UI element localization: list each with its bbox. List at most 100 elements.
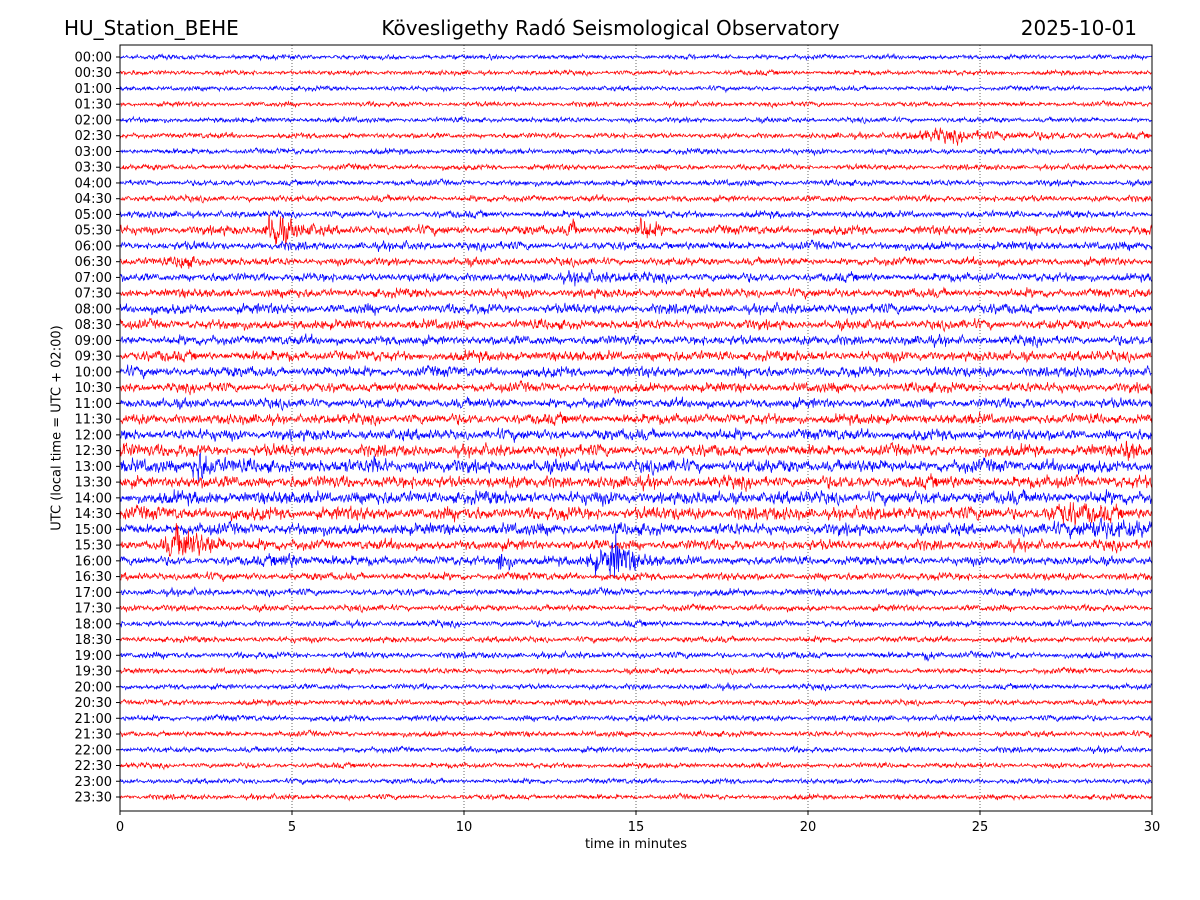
trace-2100 bbox=[119, 713, 1153, 723]
y-tick-label: 19:30 bbox=[75, 665, 112, 680]
y-tick-label: 05:00 bbox=[75, 208, 112, 223]
trace-1130 bbox=[119, 411, 1153, 427]
y-tick-label: 14:30 bbox=[75, 507, 112, 522]
trace-0430 bbox=[119, 193, 1153, 204]
y-tick-label: 21:00 bbox=[75, 712, 112, 727]
trace-1830 bbox=[119, 635, 1153, 645]
trace-1800 bbox=[119, 618, 1153, 629]
trace-0600 bbox=[119, 239, 1153, 253]
y-tick-label: 09:30 bbox=[75, 350, 112, 365]
trace-1330 bbox=[119, 473, 1153, 492]
y-tick-label: 14:00 bbox=[75, 491, 112, 506]
trace-1030 bbox=[119, 379, 1153, 396]
plot-frame bbox=[119, 44, 1153, 812]
x-axis-label: time in minutes bbox=[584, 837, 688, 852]
y-tick-label: 07:00 bbox=[75, 271, 112, 286]
y-axis-label: UTC (local time = UTC + 02:00) bbox=[49, 325, 65, 531]
y-tick-label: 09:00 bbox=[75, 334, 112, 349]
x-tick-label: 25 bbox=[972, 820, 989, 835]
trace-2130 bbox=[119, 729, 1153, 739]
y-tick-label: 00:00 bbox=[75, 51, 112, 66]
x-tick-label: 5 bbox=[288, 820, 296, 835]
trace-1530 bbox=[119, 522, 1153, 557]
y-tick-label: 16:00 bbox=[75, 554, 112, 569]
trace-1100 bbox=[119, 396, 1153, 412]
trace-1630 bbox=[119, 570, 1153, 583]
trace-1200 bbox=[119, 427, 1153, 443]
x-tick-label: 0 bbox=[116, 820, 124, 835]
y-tick-label: 18:30 bbox=[75, 633, 112, 648]
trace-0930 bbox=[119, 349, 1153, 364]
y-tick-label: 22:00 bbox=[75, 743, 112, 758]
y-tick-label: 16:30 bbox=[75, 570, 112, 585]
y-tick-label: 01:00 bbox=[75, 82, 112, 97]
trace-0100 bbox=[119, 84, 1152, 94]
trace-2200 bbox=[119, 744, 1153, 755]
trace-2330 bbox=[119, 792, 1153, 802]
y-tick-label: 12:30 bbox=[75, 444, 112, 459]
y-tick-label: 06:30 bbox=[75, 255, 112, 270]
trace-1600 bbox=[119, 531, 1153, 579]
y-tick-label: 18:00 bbox=[75, 617, 112, 632]
trace-2300 bbox=[119, 777, 1153, 786]
trace-0730 bbox=[119, 286, 1153, 301]
trace-2030 bbox=[119, 698, 1153, 708]
trace-1700 bbox=[119, 586, 1153, 598]
trace-0300 bbox=[119, 147, 1153, 157]
x-tick-label: 30 bbox=[1144, 820, 1161, 835]
chart-title: Kövesligethy Radó Seismological Observat… bbox=[381, 16, 840, 40]
y-tick-label: 17:30 bbox=[75, 602, 112, 617]
y-tick-label: 12:00 bbox=[75, 428, 112, 443]
y-tick-label: 19:00 bbox=[75, 649, 112, 664]
y-tick-label: 11:30 bbox=[75, 413, 112, 428]
y-tick-label: 20:30 bbox=[75, 696, 112, 711]
y-tick-label: 17:00 bbox=[75, 586, 112, 601]
trace-0800 bbox=[119, 301, 1153, 316]
trace-2000 bbox=[119, 681, 1153, 692]
trace-1730 bbox=[119, 603, 1153, 614]
trace-0400 bbox=[119, 177, 1153, 188]
y-tick-label: 15:30 bbox=[75, 539, 112, 554]
y-tick-label: 22:30 bbox=[75, 759, 112, 774]
y-tick-label: 04:00 bbox=[75, 176, 112, 191]
x-tick-label: 20 bbox=[800, 820, 817, 835]
trace-1930 bbox=[119, 666, 1153, 676]
y-tick-label: 03:00 bbox=[75, 145, 112, 160]
y-tick-label: 23:00 bbox=[75, 775, 112, 790]
y-tick-label: 15:00 bbox=[75, 523, 112, 538]
trace-0130 bbox=[119, 99, 1152, 109]
y-tick-label: 10:00 bbox=[75, 365, 112, 380]
y-tick-label: 13:00 bbox=[75, 460, 112, 475]
y-tick-label: 13:30 bbox=[75, 476, 112, 491]
y-tick-label: 04:30 bbox=[75, 192, 112, 207]
y-tick-label: 20:00 bbox=[75, 680, 112, 695]
y-tick-label: 11:00 bbox=[75, 397, 112, 412]
y-tick-label: 21:30 bbox=[75, 728, 112, 743]
trace-2230 bbox=[119, 761, 1153, 771]
trace-0500 bbox=[119, 209, 1153, 220]
y-tick-label: 01:30 bbox=[75, 98, 112, 113]
y-tick-label: 08:00 bbox=[75, 302, 112, 317]
trace-0330 bbox=[120, 162, 1153, 172]
x-tick-label: 10 bbox=[456, 820, 473, 835]
trace-0630 bbox=[119, 255, 1153, 269]
trace-1430 bbox=[119, 502, 1153, 526]
y-tick-label: 02:30 bbox=[75, 129, 112, 144]
trace-1500 bbox=[119, 517, 1153, 540]
x-tick-label: 15 bbox=[628, 820, 645, 835]
trace-1300 bbox=[120, 452, 1153, 482]
trace-0530 bbox=[119, 214, 1153, 247]
trace-1000 bbox=[119, 364, 1153, 380]
y-tick-label: 23:30 bbox=[75, 791, 112, 806]
y-tick-label: 06:00 bbox=[75, 239, 112, 254]
station-name: HU_Station_BEHE bbox=[64, 16, 239, 40]
y-tick-label: 08:30 bbox=[75, 318, 112, 333]
trace-1230 bbox=[119, 440, 1153, 461]
y-tick-label: 10:30 bbox=[75, 381, 112, 396]
trace-1400 bbox=[119, 489, 1153, 507]
y-tick-label: 05:30 bbox=[75, 224, 112, 239]
trace-0230 bbox=[119, 127, 1153, 146]
trace-0000 bbox=[120, 52, 1153, 62]
